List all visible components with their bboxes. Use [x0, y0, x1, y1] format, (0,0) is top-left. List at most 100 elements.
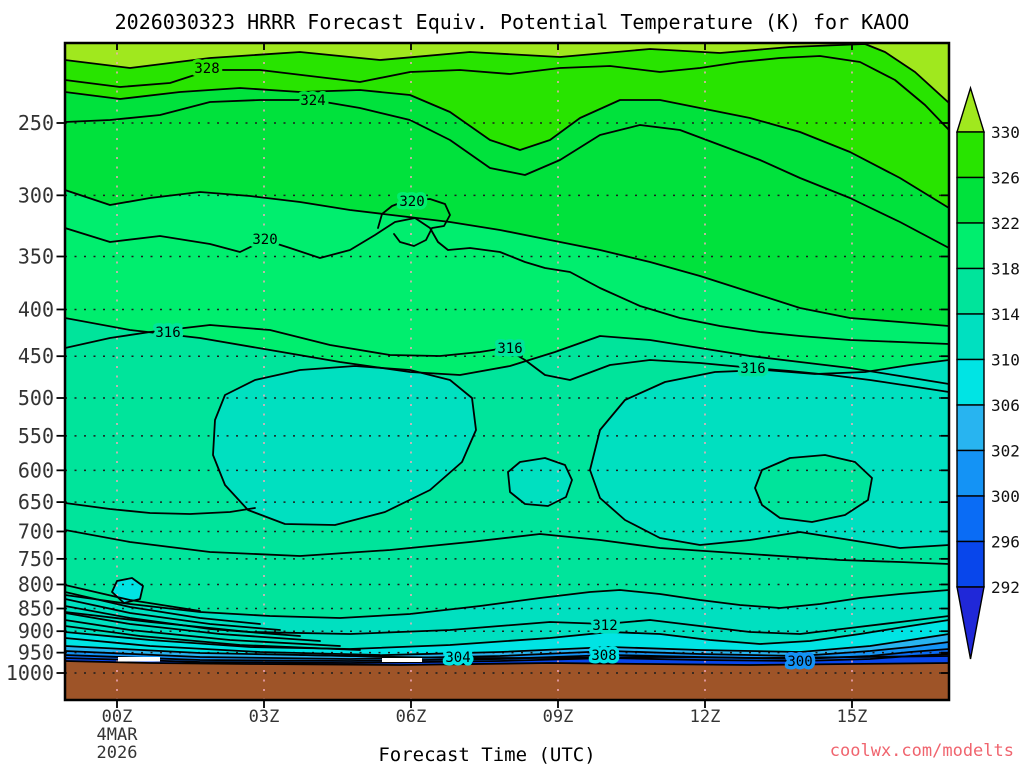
plot-frame: [63, 41, 951, 702]
terrain-outline: [65, 660, 949, 666]
axis-ticks: [56, 43, 949, 708]
colorbar-segment: [956, 131, 985, 179]
colorbar-segment: [956, 267, 985, 315]
x-tick-label: 06Z: [396, 707, 427, 727]
y-tick-label: 900: [18, 619, 54, 643]
y-tick-label: 650: [18, 490, 54, 514]
contour-label: 308: [591, 648, 616, 664]
colorbar-label: 300: [991, 487, 1020, 506]
colorbar-label: 326: [991, 169, 1020, 188]
colorbar-label: 322: [991, 214, 1020, 233]
y-tick-label: 950: [18, 641, 54, 665]
contour-line-314-bottom: [65, 589, 949, 619]
y-tick-label: 250: [18, 111, 54, 135]
y-tick-label: 500: [18, 386, 54, 410]
contour-line-fan3: [65, 598, 281, 631]
contour-label: 316: [497, 341, 522, 357]
contour-line-310: [65, 619, 949, 650]
y-tick-label: 400: [18, 297, 54, 321]
colorbar-label: 302: [991, 442, 1020, 461]
colorbar-label: 314: [991, 305, 1020, 324]
colorbar: [956, 85, 985, 660]
contour-line-322: [65, 189, 949, 327]
contour-line-326: [65, 87, 949, 209]
y-tick-label: 700: [18, 519, 54, 543]
colorbar-label: 296: [991, 533, 1020, 552]
x-tick-label: 00Z: [102, 707, 133, 727]
colorbar-segment: [956, 495, 985, 543]
colorbar-label: 310: [991, 351, 1020, 370]
contour-line-328: [65, 55, 949, 131]
colorbar-label: 330: [991, 123, 1020, 142]
colorbar-label: 292: [991, 578, 1020, 597]
chart-title: 2026030323 HRRR Forecast Equiv. Potentia…: [115, 10, 910, 34]
y-tick-label: 600: [18, 458, 54, 482]
y-tick-label: 450: [18, 344, 54, 368]
x-axis-labels: 00Z 03Z 06Z 09Z 12Z 15Z: [102, 707, 868, 727]
contour-label: 304: [445, 650, 470, 666]
colorbar-label: 318: [991, 260, 1020, 279]
contour-label: 300: [787, 654, 812, 670]
colorbar-segment: [956, 176, 985, 224]
colorbar-segment: [956, 313, 985, 361]
contour-label: 312: [592, 618, 617, 634]
y-tick-label: 750: [18, 547, 54, 571]
contour-line-330: [65, 43, 949, 104]
start-date-line1: 4MAR: [97, 725, 139, 745]
x-tick-label: 15Z: [837, 707, 868, 727]
colorbar-label: 306: [991, 396, 1020, 415]
contour-line-302: [65, 633, 949, 657]
y-tick-label: 300: [18, 183, 54, 207]
y-axis-labels: 2503003504004505005506006507007508008509…: [6, 111, 54, 685]
colorbar-segment: [956, 222, 985, 270]
fill-island-314-318: [755, 455, 872, 522]
contour-line-island: [754, 454, 873, 523]
colorbar-segment: [956, 404, 985, 452]
contour-line-314-blob-right: [589, 359, 949, 549]
white-gap: [118, 657, 160, 662]
contour-value-labels: 328 324 320 320 316 316 316 312 308 304 300: [152, 58, 816, 674]
contour-label: 320: [399, 194, 424, 210]
contour-line-fan8: [65, 637, 381, 656]
colorbar-segment: [956, 449, 985, 497]
y-tick-label: 800: [18, 572, 54, 596]
contour-line-fan7: [65, 625, 361, 651]
contour-line-mid-blob: [507, 457, 573, 507]
contour-line-fan4: [65, 605, 301, 637]
colorbar-segment: [956, 540, 985, 588]
contour-label: 328: [194, 61, 219, 77]
colorbar-arrow-top: [956, 85, 985, 133]
start-date-line2: 2026: [97, 743, 138, 763]
contour-line-304: [299, 654, 949, 659]
y-tick-label: 350: [18, 244, 54, 268]
contour-lines: [65, 43, 949, 666]
contour-line-700: [65, 529, 949, 565]
fill-terrain: [65, 661, 949, 700]
contour-line-318: [65, 317, 949, 385]
contour-line-306-310-blob: [111, 577, 144, 604]
contour-label: 316: [740, 361, 765, 377]
x-tick-label: 12Z: [690, 707, 721, 727]
watermark: coolwx.com/modelts: [830, 741, 1014, 761]
y-tick-label: 550: [18, 424, 54, 448]
contour-line-650: [65, 502, 256, 515]
x-tick-label: 03Z: [249, 707, 280, 727]
label-mask-gaps: [118, 657, 422, 662]
contour-label: 316: [155, 325, 180, 341]
contour-line-314-blob-left: [212, 365, 477, 526]
contour-line-fan1: [65, 584, 201, 612]
colorbar-segment: [956, 358, 985, 406]
colorbar-arrow-bottom: [956, 586, 985, 660]
x-axis-title: Forecast Time (UTC): [378, 744, 595, 766]
fill-blob-310-314-mid: [508, 458, 572, 506]
contour-label: 320: [252, 232, 277, 248]
x-tick-label: 09Z: [543, 707, 574, 727]
white-gap: [382, 658, 422, 662]
contour-line-312: [65, 611, 949, 635]
contour-line-fan6: [65, 619, 341, 647]
colorbar-labels: 330 326 322 318 314 310 306 302 300 296 292: [991, 123, 1020, 597]
contour-line-fan5: [65, 612, 321, 642]
contour-line-300: [65, 641, 949, 660]
